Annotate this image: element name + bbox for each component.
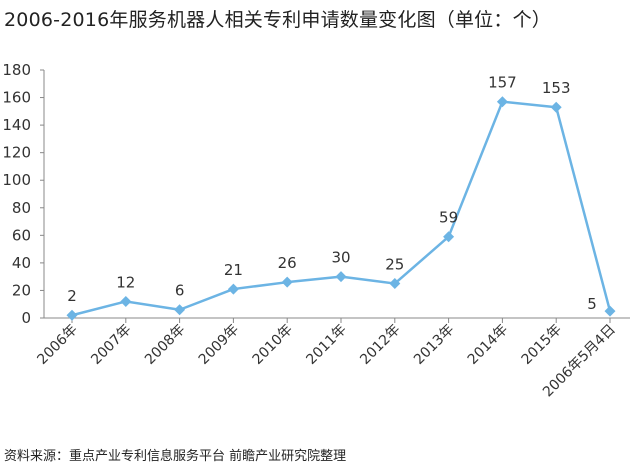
series-layer [66, 96, 616, 321]
x-tick-label: 2006年 [34, 322, 80, 368]
data-point [120, 295, 132, 307]
data-label: 5 [587, 295, 597, 313]
data-label: 25 [385, 256, 404, 274]
x-tick-label: 2007年 [88, 322, 134, 368]
data-label: 26 [278, 254, 297, 272]
y-tick-label: 180 [2, 61, 31, 79]
x-tick-label: 2012年 [357, 322, 403, 368]
y-axis-ticks: 0 20 40 60 80 100 120 140 160 180 [2, 61, 44, 327]
data-label: 12 [116, 273, 135, 291]
y-tick-label: 100 [2, 171, 31, 189]
data-point [281, 276, 293, 288]
series-line [71, 100, 612, 317]
x-tick-label: 2009年 [196, 322, 242, 368]
data-label: 6 [175, 282, 185, 300]
x-tick-label: 2008年 [142, 322, 188, 368]
y-tick-label: 60 [12, 226, 31, 244]
data-point [66, 309, 78, 321]
y-tick-label: 0 [21, 309, 31, 327]
data-point [389, 278, 401, 290]
y-tick-label: 120 [2, 144, 31, 162]
data-label: 59 [439, 209, 458, 227]
data-point [496, 96, 508, 108]
data-label: 157 [488, 74, 517, 92]
data-label: 153 [542, 79, 571, 97]
data-label: 2 [67, 287, 77, 305]
x-axis-ticks: 2006年 2007年 2008年 2009年 2010年 2011年 2012年 2013年… [34, 318, 619, 400]
y-tick-label: 160 [2, 89, 31, 107]
data-point [174, 304, 186, 316]
data-point [227, 283, 239, 295]
x-tick-label: 2015年 [519, 322, 565, 368]
data-point [443, 231, 455, 243]
y-tick-label: 80 [12, 199, 31, 217]
x-tick-label: 2011年 [303, 322, 349, 368]
data-label: 21 [224, 261, 243, 279]
y-tick-label: 20 [12, 281, 31, 299]
data-label: 30 [331, 249, 350, 267]
data-point [335, 271, 347, 283]
data-point [604, 305, 616, 317]
x-tick-label: 2014年 [465, 322, 511, 368]
source-note: 资料来源：重点产业专利信息服务平台 前瞻产业研究院整理 [4, 449, 347, 464]
line-chart: 0 20 40 60 80 100 120 140 160 180 2006年 2007年 2008年… [2, 61, 630, 400]
y-tick-label: 40 [12, 254, 31, 272]
chart-title: 2006-2016年服务机器人相关专利申请数量变化图（单位：个） [4, 9, 551, 31]
x-tick-label: 2013年 [411, 322, 457, 368]
x-tick-label: 2010年 [250, 322, 296, 368]
y-tick-label: 140 [2, 116, 31, 134]
data-point [550, 101, 562, 113]
